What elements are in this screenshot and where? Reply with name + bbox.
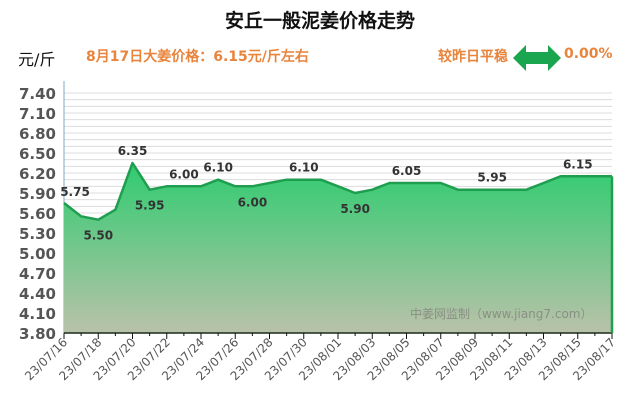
data-label: 6.05: [392, 164, 422, 178]
y-tick-label: 5.00: [19, 245, 56, 263]
today-price-text: 8月17日大姜价格：6.15元/斤左右: [86, 49, 309, 65]
y-tick-label: 4.40: [19, 285, 56, 303]
y-tick-label: 5.60: [19, 205, 56, 223]
y-tick-label: 6.50: [19, 145, 56, 163]
y-axis: 3.80 4.10 4.40 4.70 5.00 5.30 5.60 5.90 6.20 6.50…: [19, 81, 65, 343]
y-tick-label: 7.40: [19, 85, 56, 103]
watermark: 中姜网监制（www.jiang7.com）: [410, 306, 592, 321]
chart-title: 安丘一般泥姜价格走势: [224, 10, 415, 32]
y-tick-label: 5.30: [19, 225, 56, 243]
data-label: 6.00: [169, 167, 199, 181]
x-axis: 23/07/1623/07/1823/07/2023/07/2223/07/24…: [22, 332, 618, 383]
price-line: [63, 161, 612, 221]
y-tick-label: 3.80: [19, 325, 56, 343]
data-label: 6.00: [238, 195, 268, 209]
y-tick-label: 4.70: [19, 265, 56, 283]
price-area: [64, 163, 612, 333]
y-tick-label: 6.80: [19, 125, 56, 143]
y-tick-label: 5.90: [19, 185, 56, 203]
data-label: 6.15: [563, 157, 593, 171]
compare-text: 较昨日平稳: [438, 49, 508, 65]
data-label: 5.95: [477, 171, 507, 185]
data-label: 6.10: [203, 161, 233, 175]
y-tick-label: 6.20: [19, 165, 56, 183]
data-label: 6.35: [118, 144, 148, 158]
data-label: 5.50: [83, 229, 113, 243]
y-tick-label: 4.10: [19, 305, 56, 323]
data-label: 5.95: [135, 199, 165, 213]
data-label: 6.10: [289, 161, 319, 175]
change-percent: 0.00%: [564, 46, 613, 62]
double-arrow-icon: [513, 45, 561, 71]
data-labels: 5.75 5.50 6.35 5.95 6.00 6.10 6.00 6.10 5.90 6.05…: [60, 144, 592, 243]
unit-label: 元/斤: [18, 50, 56, 69]
data-label: 5.75: [60, 185, 90, 199]
data-label: 5.90: [340, 202, 370, 216]
y-tick-label: 7.10: [19, 105, 56, 123]
